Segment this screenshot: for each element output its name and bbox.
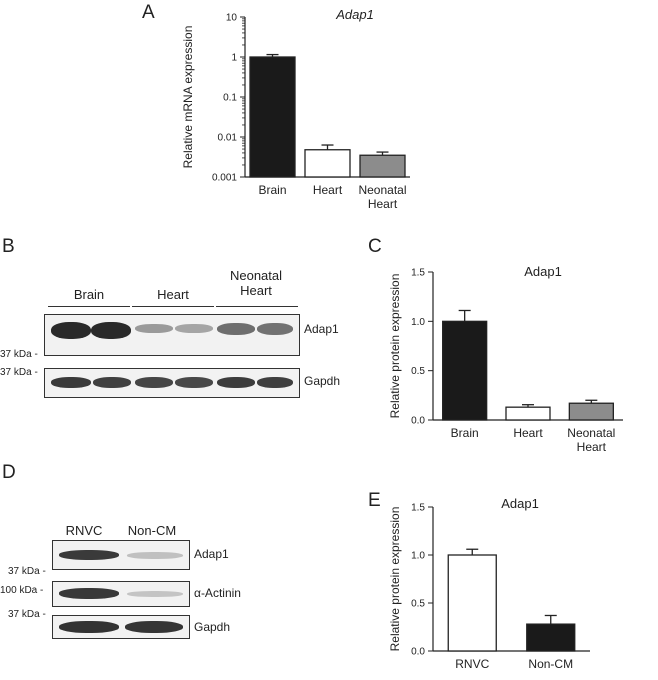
x-tick-label-line: RNVC	[455, 657, 489, 671]
x-tick-label-line: Neonatal	[358, 183, 406, 197]
blot-d-gapdh-label: Gapdh	[194, 620, 231, 634]
blot-d-adap1-marker: 37 kDa -	[8, 566, 46, 577]
blot-d-gapdh-marker: 37 kDa -	[8, 609, 46, 620]
y-axis-label: Relative mRNA expression	[181, 26, 195, 169]
blot-band	[217, 377, 255, 388]
blot-b-group-label: Neonatal Heart	[229, 268, 283, 298]
bar	[359, 154, 406, 178]
y-tick-label: 0.5	[411, 366, 425, 377]
blot-d-group-label: RNVC	[65, 523, 103, 538]
y-tick-label: 10	[226, 13, 238, 24]
blot-band	[127, 591, 183, 597]
panel-letter-a: A	[142, 2, 155, 23]
x-tick-label: Heart	[313, 183, 343, 197]
blot-b-group-label: Heart	[157, 287, 189, 302]
x-tick-label-line: Brain	[258, 183, 286, 197]
y-tick-label: 0.0	[411, 416, 425, 427]
y-tick-label: 0.0	[411, 647, 425, 658]
panel-letter-d: D	[2, 462, 16, 483]
blot-band	[257, 377, 293, 388]
blot-b-group-label: Brain	[73, 287, 105, 302]
x-tick-label: Brain	[258, 183, 286, 197]
blot-band	[217, 323, 255, 335]
blot-band	[59, 588, 119, 599]
chart-title: Adap1	[501, 496, 539, 511]
bar	[568, 402, 614, 421]
blot-b-group-line	[48, 306, 130, 307]
chart-title: Adap1	[524, 264, 562, 279]
chart-e: Adap1 0.0 0.5 1.0 1.5 Relative protein expres…	[388, 496, 590, 671]
panel-letter-b: B	[2, 236, 15, 257]
blot-b-adap1-label: Adap1	[304, 322, 339, 336]
x-tick-label: Brain	[451, 426, 479, 440]
y-tick-label: 1	[231, 53, 237, 64]
blot-d-group-label: Non-CM	[127, 523, 177, 538]
blot-d-actinin-label: α-Actinin	[194, 586, 241, 600]
blot-b-group-line	[132, 306, 214, 307]
x-tick-label-line: Heart	[513, 426, 543, 440]
x-tick-label-line: Heart	[368, 197, 398, 211]
blot-b-gapdh-label: Gapdh	[304, 374, 341, 388]
chart-a: Adap1 0.001 0.01 0.1 1 10 Relative mRNA expres…	[181, 7, 410, 211]
y-axis-label: Relative protein expression	[388, 274, 402, 419]
blot-d-gapdh-membrane	[52, 615, 190, 639]
blot-b-group-line	[216, 306, 298, 307]
blot-band	[91, 322, 131, 339]
y-tick-label: 0.001	[212, 173, 237, 184]
blot-b-gapdh-marker: 37 kDa -	[0, 367, 38, 378]
blot-band	[257, 323, 293, 335]
x-tick-label-line: Non-CM	[528, 657, 573, 671]
blot-band	[125, 621, 183, 633]
blot-band	[59, 550, 119, 560]
blot-band	[175, 377, 213, 388]
blot-band	[93, 377, 131, 388]
blot-band	[59, 621, 119, 633]
bar	[249, 56, 296, 178]
blot-band	[135, 324, 173, 333]
bar	[304, 149, 351, 178]
blot-band	[51, 377, 91, 388]
chart-title: Adap1	[335, 7, 374, 22]
blot-band	[135, 377, 173, 388]
x-tick-label: Heart	[513, 426, 543, 440]
y-axis-label: Relative protein expression	[388, 507, 402, 652]
blot-b-adap1-marker: 37 kDa -	[0, 349, 38, 360]
bar	[447, 554, 497, 652]
x-tick-label-line: Brain	[451, 426, 479, 440]
bar	[526, 623, 576, 652]
x-tick-label-line: Neonatal	[567, 426, 615, 440]
x-tick-label: Non-CM	[528, 657, 573, 671]
chart-c: Adap1 0.0 0.5 1.0 1.5 Relative protein expres…	[388, 264, 623, 454]
blot-band	[51, 322, 91, 339]
panel-letter-c: C	[368, 236, 382, 257]
blot-b-adap1-membrane	[44, 314, 300, 356]
x-tick-label: Neonatal Heart	[567, 426, 615, 454]
panel-letter-e: E	[368, 490, 381, 511]
blot-b-gapdh-membrane	[44, 368, 300, 398]
y-tick-label: 1.0	[411, 551, 425, 562]
bar	[505, 406, 551, 421]
blot-band	[175, 324, 213, 333]
y-tick-label: 0.5	[411, 599, 425, 610]
y-tick-label: 0.01	[218, 133, 238, 144]
bar	[442, 320, 488, 421]
x-tick-label-line: Heart	[577, 440, 607, 454]
y-tick-label: 1.5	[411, 268, 425, 279]
y-tick-label: 1.0	[411, 317, 425, 328]
x-tick-label: Neonatal Heart	[358, 183, 406, 211]
blot-d-actinin-membrane	[52, 581, 190, 607]
blot-d-adap1-membrane	[52, 540, 190, 570]
blot-band	[127, 552, 183, 559]
x-tick-label-line: Heart	[313, 183, 343, 197]
y-tick-label: 0.1	[223, 93, 237, 104]
blot-d-actinin-marker: 100 kDa -	[0, 585, 44, 596]
blot-d-adap1-label: Adap1	[194, 547, 229, 561]
y-tick-label: 1.5	[411, 503, 425, 514]
x-tick-label: RNVC	[455, 657, 489, 671]
